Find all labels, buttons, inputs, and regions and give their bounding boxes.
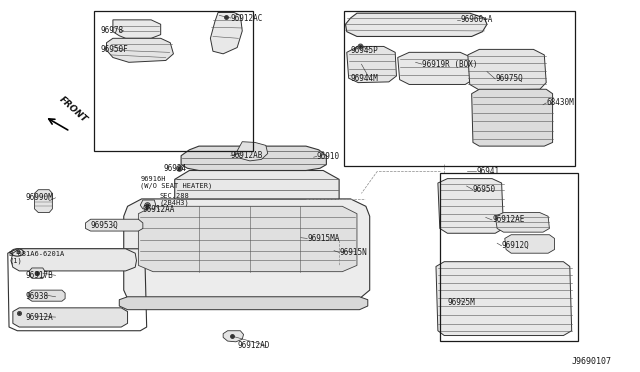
Text: 96912AE: 96912AE <box>492 215 524 224</box>
Text: 96950: 96950 <box>473 185 496 194</box>
Polygon shape <box>472 89 552 146</box>
Text: B 081A6-6201A: B 081A6-6201A <box>9 251 64 257</box>
Text: 96916H: 96916H <box>140 176 166 182</box>
Text: 96978: 96978 <box>100 26 124 35</box>
Polygon shape <box>28 290 65 301</box>
Text: FRONT: FRONT <box>58 94 89 124</box>
Polygon shape <box>436 262 572 336</box>
Polygon shape <box>140 200 156 209</box>
Polygon shape <box>495 212 549 232</box>
Polygon shape <box>346 13 487 36</box>
Text: 96938: 96938 <box>26 292 49 301</box>
Polygon shape <box>397 52 473 84</box>
Polygon shape <box>347 46 396 83</box>
Polygon shape <box>124 199 370 304</box>
Text: 96960+A: 96960+A <box>460 15 493 24</box>
Text: 96944M: 96944M <box>351 74 378 83</box>
Text: 96912AA: 96912AA <box>143 205 175 215</box>
Text: 96915MA: 96915MA <box>307 234 340 243</box>
Text: 96912Q: 96912Q <box>502 241 529 250</box>
Text: SEC.288: SEC.288 <box>159 193 189 199</box>
Text: 96975Q: 96975Q <box>495 74 523 83</box>
Text: 96924: 96924 <box>164 164 187 173</box>
Text: 96912AB: 96912AB <box>231 151 263 160</box>
Text: 96910: 96910 <box>317 152 340 161</box>
Text: 96990M: 96990M <box>26 193 53 202</box>
Polygon shape <box>35 190 52 212</box>
Polygon shape <box>223 331 244 342</box>
Polygon shape <box>438 179 504 233</box>
Text: (1): (1) <box>9 257 22 264</box>
Bar <box>440 173 578 341</box>
Polygon shape <box>113 20 161 38</box>
Text: 96941: 96941 <box>476 167 499 176</box>
Polygon shape <box>11 249 136 271</box>
Text: 96950F: 96950F <box>100 45 128 54</box>
Polygon shape <box>138 206 357 272</box>
Polygon shape <box>106 38 173 62</box>
Text: 96925M: 96925M <box>447 298 475 307</box>
Bar <box>94 11 253 151</box>
Text: B: B <box>15 250 20 255</box>
Polygon shape <box>468 49 546 90</box>
Polygon shape <box>237 142 268 161</box>
Text: 96915N: 96915N <box>339 248 367 257</box>
Polygon shape <box>29 268 45 278</box>
Polygon shape <box>86 219 143 231</box>
Text: (2B4H3): (2B4H3) <box>159 199 189 206</box>
Text: 96953Q: 96953Q <box>91 221 118 230</box>
Text: 96912AD: 96912AD <box>237 341 269 350</box>
Polygon shape <box>505 235 554 253</box>
Polygon shape <box>181 146 326 170</box>
Bar <box>344 11 575 166</box>
Text: 96919R (BOX): 96919R (BOX) <box>422 60 477 69</box>
Text: (W/O SEAT HEATER): (W/O SEAT HEATER) <box>140 183 212 189</box>
Text: 96917B: 96917B <box>26 271 53 280</box>
Text: J9690107: J9690107 <box>572 357 612 366</box>
Text: 96945P: 96945P <box>351 46 378 55</box>
Text: 96912AC: 96912AC <box>231 13 263 22</box>
Polygon shape <box>119 297 368 310</box>
Text: 96912A: 96912A <box>26 312 53 321</box>
Polygon shape <box>13 308 127 327</box>
Text: 68430M: 68430M <box>546 99 574 108</box>
Polygon shape <box>175 170 339 242</box>
Polygon shape <box>211 13 243 54</box>
